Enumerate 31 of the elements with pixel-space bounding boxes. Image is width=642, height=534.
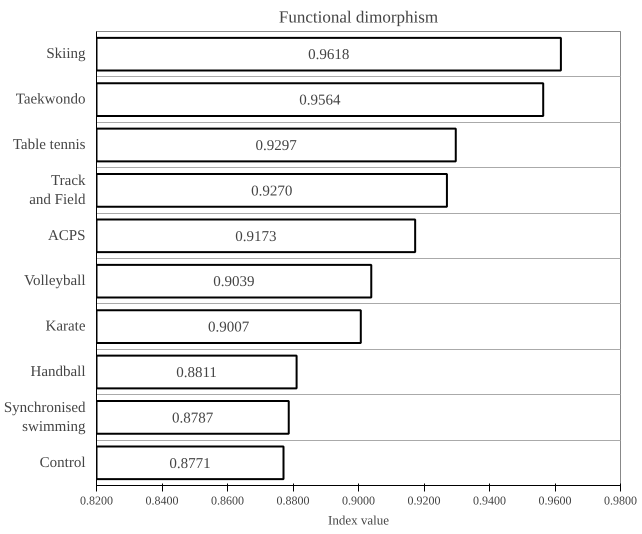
x-tick-label: 0.8400 — [146, 494, 178, 508]
data-label: 0.8787 — [172, 410, 214, 426]
y-tick-label: Karate — [46, 318, 86, 335]
x-tick-label: 0.8200 — [80, 494, 113, 508]
data-label: 0.9270 — [251, 183, 292, 200]
y-tick-label: Handball — [30, 364, 86, 380]
x-tick-label: 0.8800 — [276, 494, 310, 508]
y-tick-label: Track and Field — [29, 172, 86, 208]
y-tick-label: ACPS — [48, 228, 86, 244]
x-tick-label: 0.9000 — [342, 494, 375, 508]
x-tick-label: 0.9400 — [473, 494, 506, 508]
y-tick-label: Skiing — [46, 46, 86, 62]
y-tick-label: Volleyball — [24, 273, 86, 290]
data-label: 0.8811 — [176, 365, 217, 381]
y-tick-label: Control — [40, 454, 86, 471]
chart-title: Functional dimorphism — [278, 8, 438, 26]
data-label: 0.8771 — [169, 456, 211, 472]
y-tick-label: Taekwondo — [16, 92, 86, 108]
x-axis-title: Index value — [328, 512, 390, 528]
x-tick-label: 0.9200 — [408, 494, 440, 508]
x-tick-label: 0.9600 — [538, 494, 572, 508]
data-label: 0.9297 — [256, 138, 298, 154]
data-label: 0.9618 — [308, 47, 350, 64]
data-label: 0.9007 — [208, 320, 250, 336]
x-tick-label: 0.8600 — [211, 494, 244, 508]
data-label: 0.9039 — [213, 274, 255, 290]
data-label: 0.9173 — [235, 228, 276, 245]
y-tick-label: Table tennis — [12, 137, 86, 153]
data-label: 0.9564 — [299, 92, 341, 109]
y-tick-label: Synchronised swimming — [4, 400, 86, 435]
x-tick-label: 0.9800 — [604, 494, 637, 508]
